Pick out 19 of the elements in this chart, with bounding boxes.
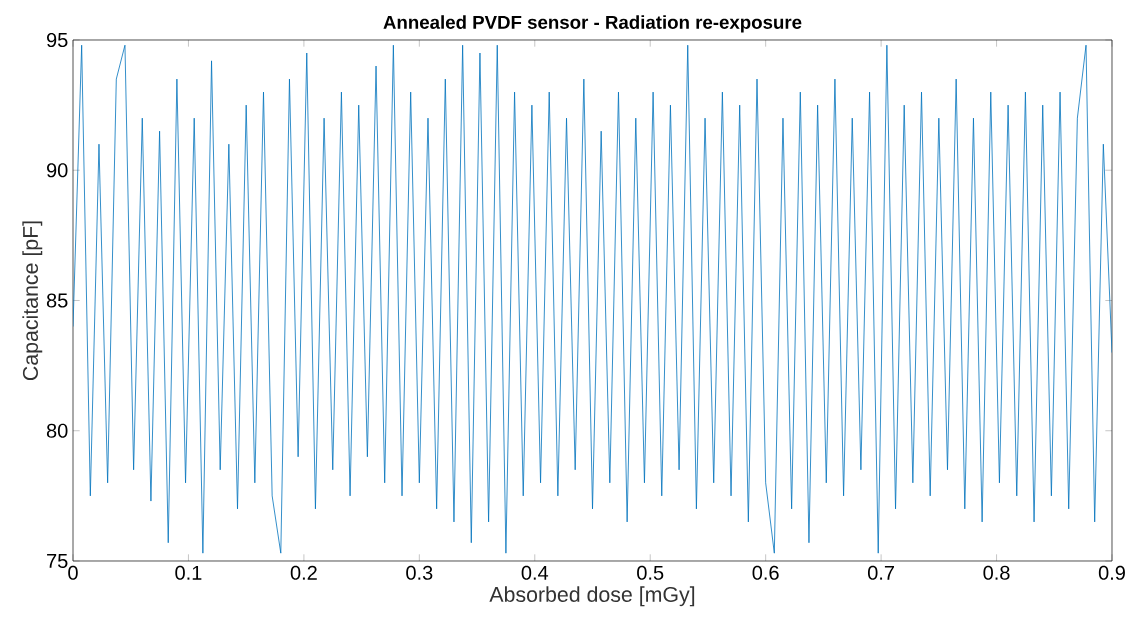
x-tick-label: 0.4 [521,565,549,580]
y-tick-label: 85 [46,293,68,308]
x-axis-title: Absorbed dose [mGy] [489,586,695,607]
y-tick-label: 80 [46,423,68,438]
x-tick-label: 0 [68,565,78,580]
x-tick-label: 0.6 [752,565,779,580]
y-tick-label: 75 [47,554,68,568]
y-tick-label: 95 [46,32,68,48]
chart-title: Annealed PVDF sensor - Radiation re-exposure [383,15,802,33]
line-series [73,44,1112,554]
y-tick-label: 90 [46,163,68,178]
x-tick-label: 0.3 [406,565,433,580]
x-tick-label: 0.5 [637,565,664,580]
y-axis-title: Capacitance [pF] [22,221,43,381]
x-tick-label: 0.2 [290,565,317,580]
x-tick-label: 0.1 [175,565,202,580]
x-tick-label: 0.9 [1098,565,1125,580]
x-tick-label: 0.7 [867,565,895,580]
x-tick-label: 0.8 [983,565,1010,580]
